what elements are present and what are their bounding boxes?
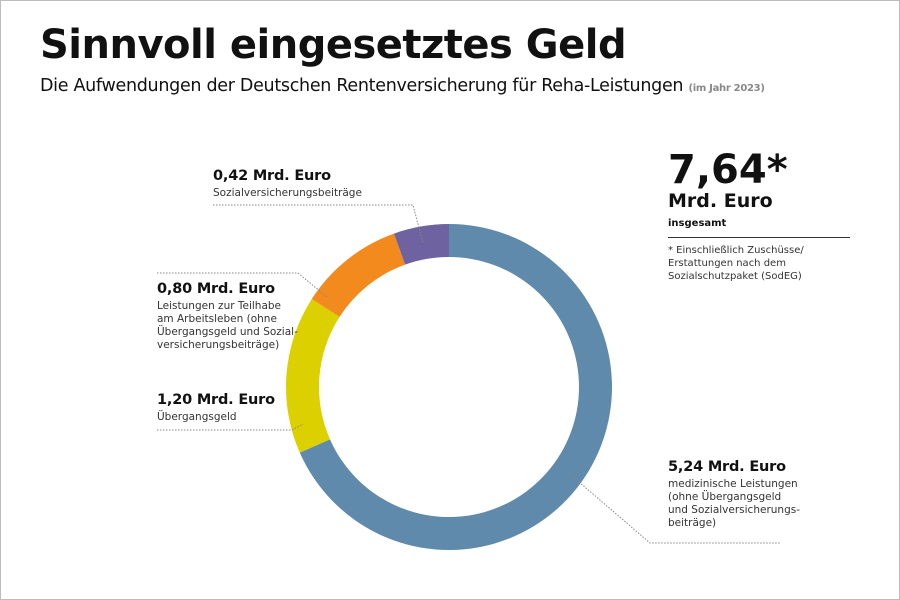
- label-sozialversicherung: 0,42 Mrd. Euro Sozialversicherungsbeiträ…: [213, 168, 362, 200]
- page-title: Sinnvoll eingesetztes Geld: [40, 22, 627, 68]
- total-unit: Mrd. Euro: [668, 190, 773, 212]
- slice-desc: Sozialversicherungsbeiträge: [213, 187, 362, 199]
- slice-desc: Leistungen zur Teilhabe am Arbeitsleben …: [157, 300, 298, 351]
- leader-line-3: [571, 475, 780, 544]
- slice-desc: Übergangsgeld: [157, 411, 237, 423]
- total-box: 7,64* Mrd. Euro insgesamt * Einschließli…: [668, 150, 850, 283]
- subtitle-year: (im Jahr 2023): [688, 83, 765, 94]
- donut-slice-3: [393, 224, 449, 265]
- leader-line-1: [157, 272, 328, 298]
- donut-slice-1: [286, 299, 340, 453]
- slice-desc: medizinische Leistungen (ohne Übergangsg…: [668, 478, 800, 529]
- subtitle: Die Aufwendungen der Deutschen Rentenver…: [40, 76, 765, 96]
- leader-line-2: [157, 423, 304, 431]
- slice-value: 0,80 Mrd. Euro: [157, 281, 275, 297]
- slice-value: 5,24 Mrd. Euro: [668, 459, 786, 475]
- donut-slice-2: [311, 233, 406, 317]
- leader-line-0: [213, 204, 424, 244]
- total-label: insgesamt: [668, 218, 850, 238]
- slice-value: 1,20 Mrd. Euro: [157, 392, 275, 408]
- slice-value: 0,42 Mrd. Euro: [213, 168, 331, 184]
- label-uebergangsgeld: 1,20 Mrd. Euro Übergangsgeld: [157, 392, 275, 424]
- total-footnote: * Einschließlich Zuschüsse/ Erstattungen…: [668, 245, 804, 282]
- label-medizinisch: 5,24 Mrd. Euro medizinische Leistungen (…: [668, 459, 800, 530]
- label-teilhabe: 0,80 Mrd. Euro Leistungen zur Teilhabe a…: [157, 281, 298, 352]
- subtitle-text: Die Aufwendungen der Deutschen Rentenver…: [40, 76, 684, 96]
- total-value: 7,64*: [668, 147, 788, 193]
